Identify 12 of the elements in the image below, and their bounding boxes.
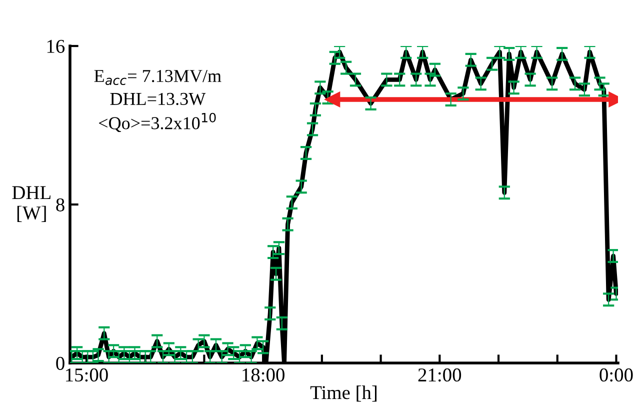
y-tick-label: 8 [56, 198, 64, 212]
annotation: <Qo>=3.2x10$^{10}$ [98, 112, 216, 132]
y-tick-label: 0 [56, 356, 64, 370]
x-tick-label: 18:00 [242, 368, 284, 382]
y-tick-label: 16 [47, 40, 65, 53]
annotation: E$_{acc}$= 7.13MV/m [94, 70, 222, 86]
annotation: DHL=13.3W [110, 92, 206, 106]
x-tick-label: 21:00 [418, 368, 462, 382]
x-axis-title: Time [h] [310, 385, 376, 402]
y-axis-title: DHL [W] [12, 186, 50, 222]
x-tick-label: 15:00 [66, 368, 108, 382]
x-tick-label: 0:00 [600, 368, 633, 382]
